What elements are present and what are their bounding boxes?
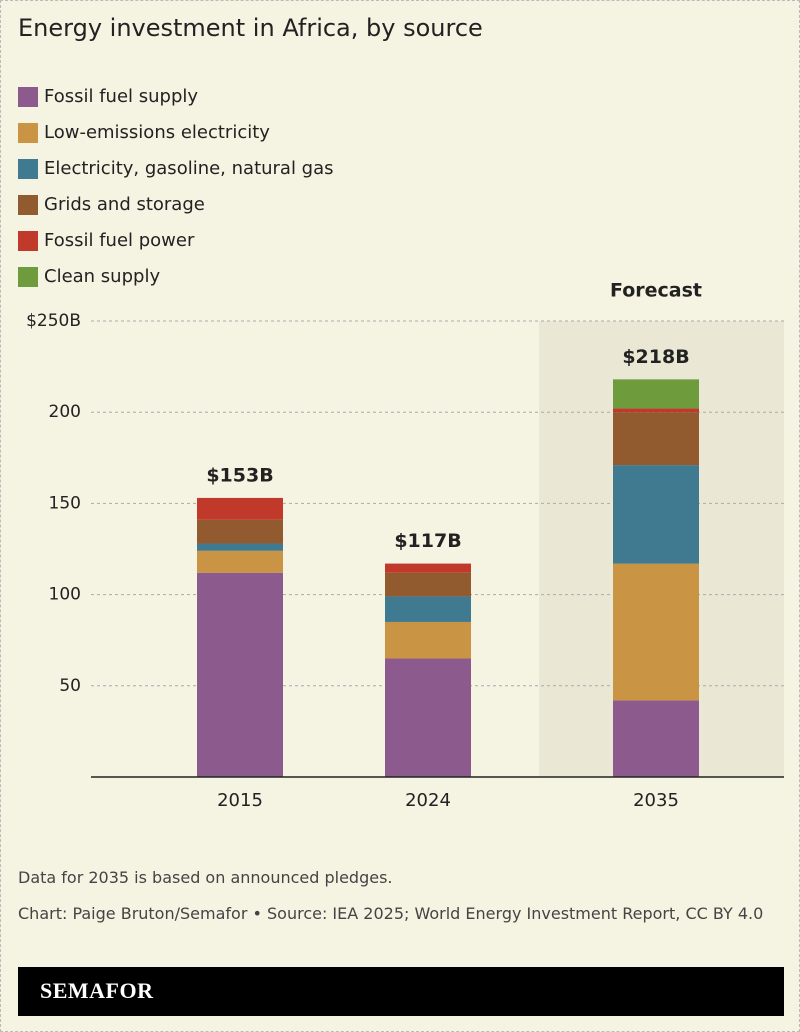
y-tick-label: 200 <box>49 402 81 422</box>
legend-label: Electricity, gasoline, natural gas <box>44 158 334 179</box>
x-tick-label: 2015 <box>217 790 263 811</box>
total-label: $153B <box>206 464 273 486</box>
bar-segment <box>197 550 283 573</box>
bar-segment <box>197 543 283 551</box>
forecast-label: Forecast <box>610 280 702 302</box>
x-tick-label: 2024 <box>405 790 451 811</box>
bar-segment <box>197 572 283 777</box>
bar-segment <box>197 519 283 544</box>
bar-segment <box>197 497 283 520</box>
legend-swatch <box>18 195 38 215</box>
legend-label: Fossil fuel supply <box>44 86 198 107</box>
bar-segment <box>613 379 699 409</box>
bar-segment <box>613 563 699 701</box>
source: Chart: Paige Bruton/Semafor • Source: IE… <box>18 904 764 923</box>
legend-swatch <box>18 231 38 251</box>
y-tick-label: 150 <box>49 493 81 513</box>
bar-segment <box>385 563 471 573</box>
bar-segment <box>385 621 471 659</box>
legend-swatch <box>18 159 38 179</box>
bar-segment <box>613 412 699 466</box>
bar-segment <box>613 408 699 413</box>
legend-swatch <box>18 87 38 107</box>
total-label: $218B <box>622 346 689 368</box>
bar-segment <box>613 700 699 777</box>
legend-label: Fossil fuel power <box>44 230 195 251</box>
x-tick-label: 2035 <box>633 790 679 811</box>
y-tick-label: 100 <box>49 585 81 605</box>
bar-segment <box>385 572 471 597</box>
legend-label: Low-emissions electricity <box>44 122 270 143</box>
total-label: $117B <box>394 530 461 552</box>
bar-segment <box>385 596 471 622</box>
chart-title: Energy investment in Africa, by source <box>18 14 483 42</box>
bar-segment <box>385 658 471 777</box>
y-tick-label: $250B <box>26 311 81 331</box>
chart: Energy investment in Africa, by source F… <box>18 14 784 811</box>
legend-label: Clean supply <box>44 266 160 287</box>
y-tick-label: 50 <box>59 676 81 696</box>
legend-swatch <box>18 267 38 287</box>
brand-logo: SEMAFOR <box>40 978 154 1003</box>
note: Data for 2035 is based on announced pled… <box>18 868 393 887</box>
brand-bar: SEMAFOR <box>18 967 784 1016</box>
legend-label: Grids and storage <box>44 194 205 215</box>
bar-segment <box>613 465 699 564</box>
legend-swatch <box>18 123 38 143</box>
